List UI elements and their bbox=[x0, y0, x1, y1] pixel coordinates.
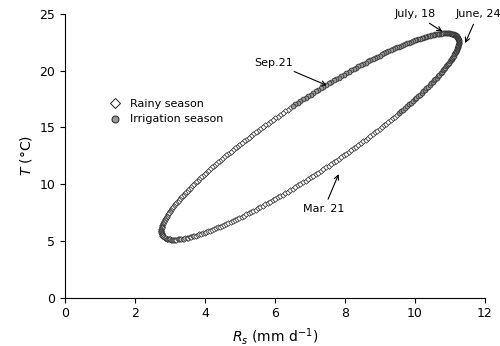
Text: Mar. 21: Mar. 21 bbox=[303, 175, 344, 215]
Y-axis label: $T$ (°C): $T$ (°C) bbox=[18, 135, 34, 176]
Text: Sep.21: Sep.21 bbox=[254, 58, 326, 85]
Legend: Rainy season, Irrigation season: Rainy season, Irrigation season bbox=[104, 99, 223, 125]
X-axis label: $R_s$ (mm d$^{-1}$): $R_s$ (mm d$^{-1}$) bbox=[232, 326, 318, 346]
Text: July, 18: July, 18 bbox=[394, 9, 442, 31]
Text: June, 24: June, 24 bbox=[455, 9, 500, 42]
